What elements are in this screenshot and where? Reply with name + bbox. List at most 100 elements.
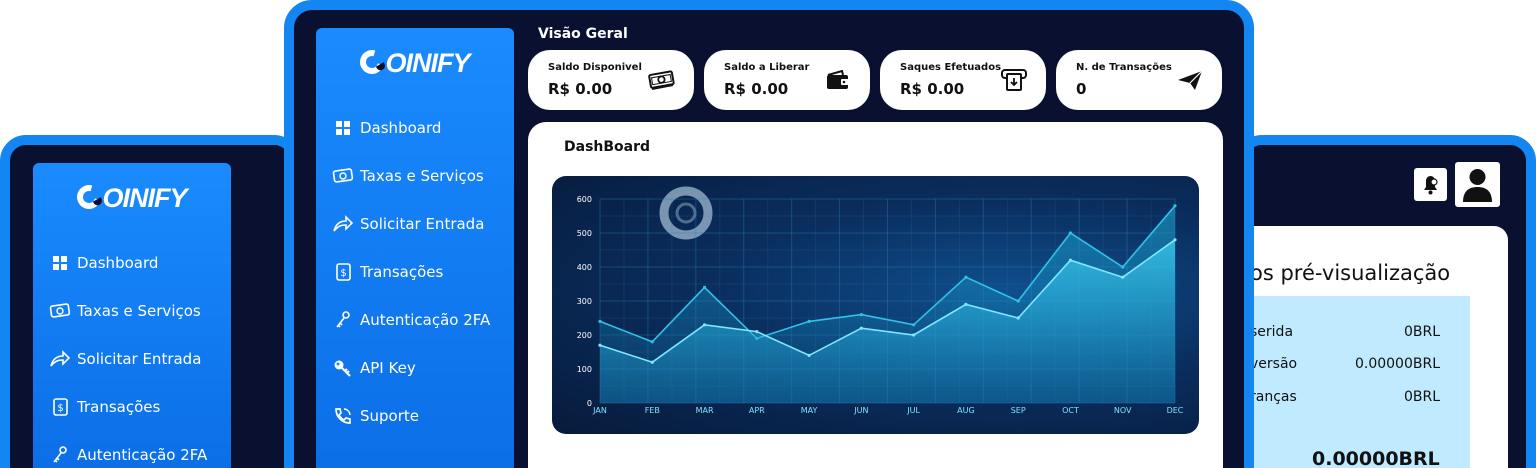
series-line-lower [599,239,1176,364]
data-point-upper-oct [1068,231,1073,235]
receipt-icon: $ [330,261,356,283]
cash-icon [648,70,675,90]
share-arrow-icon [330,213,356,235]
brand-logo[interactable]: OINIFY [316,45,514,79]
data-point-lower-dec [1173,238,1177,242]
left-nav: Dashboard Taxas e Serviços Solicitar Ent… [47,239,227,468]
bell-icon [1424,176,1438,195]
data-point-upper-aug [964,275,968,279]
preview-row-value: 0.00000BRL [1354,356,1440,372]
share-arrow-icon [47,348,73,370]
x-tick-label: OCT [1062,406,1079,415]
brand-logo[interactable]: OINIFY [33,180,231,214]
money-icon [330,165,356,187]
stat-card-saldo-disponivel[interactable]: Saldo Disponivel R$ 0.00 [528,50,694,110]
user-icon [1463,169,1492,202]
money-icon [47,300,73,322]
preview-row-label: serida [1250,324,1294,340]
sidebar-item-taxas[interactable]: Taxas e Serviços [330,152,510,200]
main-nav: Dashboard Taxas e Serviços Solicitar Ent… [330,104,510,440]
user-avatar-button[interactable] [1455,162,1500,207]
preview-table [1253,296,1470,468]
sidebar-item-transacoes[interactable]: $ Transações [330,248,510,296]
stat-card-transacoes[interactable]: N. de Transações 0 [1056,50,1222,110]
stat-value: R$ 0.00 [724,80,789,98]
sidebar-item-2fa[interactable]: Autenticação 2FA [47,431,227,468]
preview-row: versão 0.00000BRL [1250,356,1440,372]
nav-label: Dashboard [360,119,442,137]
sidebar-item-solicitar[interactable]: Solicitar Entrada [330,200,510,248]
logo-c-icon [73,180,106,214]
data-point-lower-jan [598,343,602,347]
svg-text:$: $ [57,403,63,414]
sidebar-item-suporte[interactable]: Suporte [330,392,510,440]
stat-card-saldo-liberar[interactable]: Saldo a Liberar R$ 0.00 [704,50,870,110]
data-point-upper-jan [598,319,602,323]
x-tick-label: APR [749,406,765,415]
stat-value: R$ 0.00 [548,80,613,98]
y-tick-label: 100 [577,365,592,374]
stat-label: Saldo a Liberar [724,62,810,73]
nav-label: Solicitar Entrada [360,215,485,233]
nav-label: Solicitar Entrada [77,350,202,368]
x-tick-label: FEB [645,406,660,415]
sidebar-item-dashboard[interactable]: Dashboard [330,104,510,152]
nav-label: API Key [360,359,416,377]
series-area-lower [600,239,1175,403]
sidebar-item-solicitar[interactable]: Solicitar Entrada [47,335,227,383]
nav-label: Dashboard [77,254,159,272]
preview-row-label: versão [1250,356,1298,372]
y-tick-label: 400 [577,263,592,272]
data-point-upper-jul [912,323,916,327]
y-tick-label: 300 [577,297,592,306]
x-tick-label: MAY [801,406,818,415]
data-point-lower-may [807,353,811,357]
y-tick-label: 500 [577,229,592,238]
preview-row: ranças 0BRL [1250,389,1440,405]
y-tick-label: 200 [577,331,592,340]
data-point-lower-aug [964,302,968,306]
dashboard-title: DashBoard [564,139,651,155]
key-person-icon [330,309,356,331]
sidebar-item-dashboard[interactable]: Dashboard [47,239,227,287]
preview-row-value: 0BRL [1403,324,1440,340]
sidebar-item-taxas[interactable]: Taxas e Serviços [47,287,227,335]
data-point-upper-may [807,319,811,323]
x-tick-label: DEC [1167,406,1184,415]
main-sidebar: OINIFY Dashboard Taxas e Serviços Solici… [316,28,514,468]
stat-card-saques[interactable]: Saques Efetuados R$ 0.00 [880,50,1046,110]
stat-value: R$ 0.00 [900,80,965,98]
data-point-upper-sep [1016,299,1020,303]
sidebar-item-transacoes[interactable]: $ Transações [47,383,227,431]
sidebar-item-2fa[interactable]: Autenticação 2FA [330,296,510,344]
data-point-lower-jun [859,326,863,330]
y-tick-label: 0 [587,399,592,408]
svg-text:$: $ [340,268,346,279]
preview-row-value: 0BRL [1403,389,1440,405]
atm-icon [1001,69,1027,91]
stat-label: N. de Transações [1076,62,1172,73]
x-tick-label: SEP [1011,406,1026,415]
data-point-lower-mar [702,323,707,327]
nav-label: Autenticação 2FA [360,311,491,329]
y-tick-label: 600 [577,195,592,204]
chart-svg: 0 100 200 300 400 500 600 JAN FEB MAR APR MAY JUN JU… [577,186,1184,415]
data-point-upper-dec [1173,204,1177,208]
data-point-upper-feb [650,340,654,344]
grid-icon [330,117,356,139]
wallet-icon [827,69,849,89]
x-tick-label: AUG [957,406,975,415]
nav-label: Transações [77,398,161,416]
notification-button[interactable] [1414,168,1447,201]
data-point-upper-jun [859,313,863,317]
data-point-upper-nov [1121,265,1125,269]
send-icon [1178,70,1203,90]
nav-label: Taxas e Serviços [77,302,201,320]
data-point-lower-apr [755,330,759,334]
preview-title: os pré-visualização [1250,261,1451,285]
x-tick-label: NOV [1114,406,1132,415]
sidebar-item-api-key[interactable]: API Key [330,344,510,392]
x-tick-label: JUN [853,406,868,415]
overview-title: Visão Geral [538,26,628,42]
